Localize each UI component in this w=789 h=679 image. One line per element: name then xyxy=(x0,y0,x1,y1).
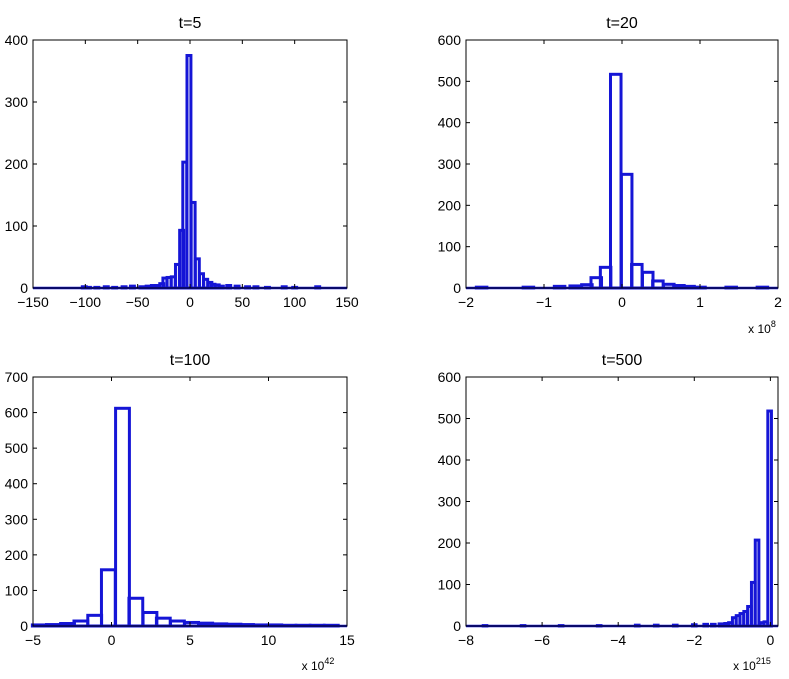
histogram-bar xyxy=(608,72,623,290)
x-tick-label: −1 xyxy=(536,294,552,310)
y-tick-label: 200 xyxy=(438,197,462,213)
x-tick-label: 0 xyxy=(108,632,116,648)
histogram-bar xyxy=(114,406,131,628)
x-tick-label: 0 xyxy=(618,294,626,310)
x-tick-label: −2 xyxy=(458,294,474,310)
plot-frame xyxy=(465,376,779,627)
x-tick-label: 50 xyxy=(235,294,251,310)
x-tick-label: 15 xyxy=(339,632,355,648)
y-tick-label: 100 xyxy=(438,239,462,255)
chart-title: t=100 xyxy=(170,352,211,369)
y-tick-label: 200 xyxy=(5,547,29,563)
x-tick-label: 100 xyxy=(283,294,307,310)
x-tick-label: −150 xyxy=(17,294,49,310)
y-tick-label: 0 xyxy=(453,280,461,296)
y-tick-label: 400 xyxy=(5,476,29,492)
y-tick-label: 400 xyxy=(438,115,462,131)
x-tick-label: 5 xyxy=(186,632,194,648)
x-axis-multiplier: x 1042 xyxy=(302,656,335,673)
chart-title: t=500 xyxy=(602,352,643,369)
x-tick-label: −4 xyxy=(610,632,626,648)
y-tick-label: 600 xyxy=(438,369,462,385)
y-tick-label: 400 xyxy=(438,452,462,468)
plot-frame xyxy=(32,376,348,627)
x-axis-multiplier: x 108 xyxy=(748,319,776,336)
chart-title: t=20 xyxy=(606,15,638,32)
x-tick-label: −100 xyxy=(70,294,102,310)
y-tick-label: 300 xyxy=(5,511,29,527)
histogram-bar xyxy=(141,610,159,628)
histogram-bar xyxy=(753,538,761,628)
y-tick-label: 700 xyxy=(5,369,29,385)
y-tick-label: 600 xyxy=(5,405,29,421)
y-tick-label: 200 xyxy=(5,156,29,172)
x-tick-label: 150 xyxy=(335,294,359,310)
y-tick-label: 100 xyxy=(438,577,462,593)
x-axis-multiplier-exponent: 8 xyxy=(771,319,776,329)
x-axis-multiplier-exponent: 215 xyxy=(756,656,771,666)
x-tick-label: 2 xyxy=(774,294,782,310)
y-tick-label: 200 xyxy=(438,535,462,551)
y-tick-label: 300 xyxy=(438,156,462,172)
x-tick-label: −6 xyxy=(534,632,550,648)
x-tick-label: 10 xyxy=(261,632,277,648)
x-tick-label: 1 xyxy=(696,294,704,310)
x-tick-label: 0 xyxy=(186,294,194,310)
x-axis-multiplier: x 10215 xyxy=(733,656,771,673)
histogram-bar xyxy=(86,613,104,628)
x-tick-label: 0 xyxy=(766,632,774,648)
y-tick-label: 300 xyxy=(5,94,29,110)
histogram-bar xyxy=(99,568,117,628)
y-tick-label: 300 xyxy=(438,494,462,510)
y-tick-label: 0 xyxy=(453,618,461,634)
x-axis-multiplier-exponent: 42 xyxy=(324,656,334,666)
x-tick-label: −50 xyxy=(126,294,150,310)
y-tick-label: 100 xyxy=(5,582,29,598)
y-tick-label: 500 xyxy=(5,440,29,456)
x-tick-label: −2 xyxy=(686,632,702,648)
x-tick-label: −5 xyxy=(25,632,41,648)
y-tick-label: 400 xyxy=(5,32,29,48)
y-tick-label: 0 xyxy=(20,618,28,634)
x-tick-label: −8 xyxy=(458,632,474,648)
histogram-bar xyxy=(766,409,773,628)
y-tick-label: 600 xyxy=(438,32,462,48)
histogram-panel-2: t=20 −2 −1 0 1 2 0 100 200 300 400 500 600 x 108 xyxy=(438,15,782,336)
histogram-panel-4: t=500 −8 −6 −4 −2 0 0 100 200 300 400 500 600 x 10215 xyxy=(438,352,779,673)
y-tick-label: 500 xyxy=(438,411,462,427)
histogram-panel-1: t=5 −150 −100 −50 0 50 100 150 0 100 200 300 400 xyxy=(5,15,359,310)
y-tick-label: 100 xyxy=(5,218,29,234)
y-tick-label: 500 xyxy=(438,73,462,89)
chart-title: t=5 xyxy=(179,15,202,32)
histogram-bar xyxy=(127,596,145,628)
y-tick-label: 0 xyxy=(20,280,28,296)
